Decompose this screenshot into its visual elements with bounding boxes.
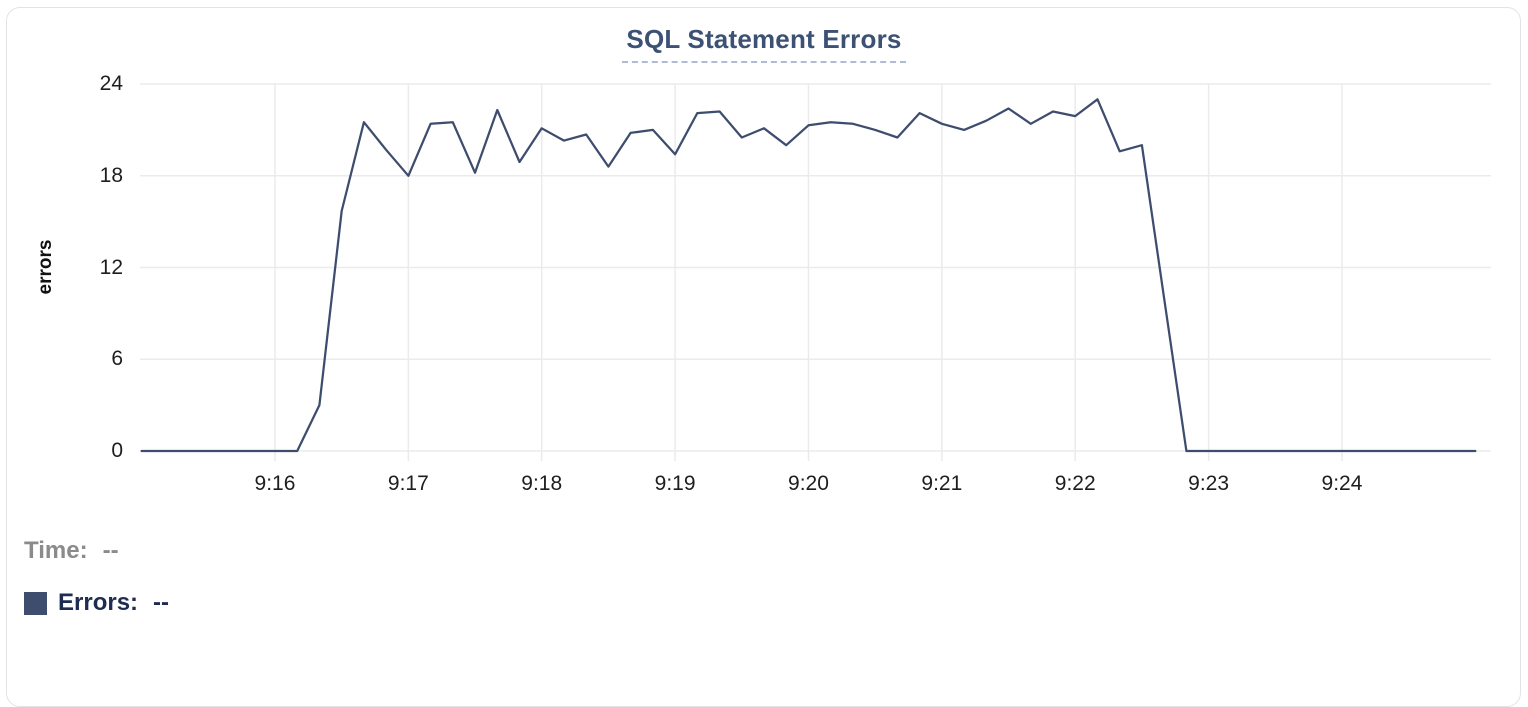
x-tick-label: 9:20 bbox=[788, 472, 829, 495]
x-tick-label: 9:22 bbox=[1054, 472, 1096, 495]
errors-series-swatch-icon bbox=[24, 591, 47, 615]
chart-card bbox=[6, 7, 1521, 707]
y-tick-label: 0 bbox=[111, 439, 123, 462]
x-tick-label: 9:17 bbox=[387, 472, 429, 495]
line-chart-plot-area[interactable] bbox=[0, 0, 1528, 512]
x-tick-label: 9:24 bbox=[1321, 472, 1363, 495]
x-tick-label: 9:21 bbox=[921, 472, 963, 495]
x-tick-label: 9:19 bbox=[654, 472, 696, 495]
x-tick-label: 9:23 bbox=[1188, 472, 1230, 495]
chart-header: SQL Statement Errors bbox=[0, 24, 1528, 63]
tooltip-time-row: Time: -- bbox=[24, 536, 119, 566]
chart-title-link[interactable]: SQL Statement Errors bbox=[622, 24, 906, 63]
y-tick-label: 6 bbox=[111, 347, 123, 371]
y-tick-label: 12 bbox=[99, 255, 123, 279]
x-tick-label: 9:16 bbox=[254, 472, 296, 495]
legend-errors-row: Errors: -- bbox=[24, 588, 169, 618]
y-axis-title: errors bbox=[35, 239, 56, 295]
legend-errors-label: Errors: bbox=[58, 589, 139, 616]
y-tick-label: 24 bbox=[99, 72, 123, 95]
tooltip-time-value: -- bbox=[102, 537, 119, 564]
y-tick-label: 18 bbox=[99, 163, 123, 187]
x-tick-label: 9:18 bbox=[521, 472, 563, 495]
tooltip-time-label: Time: bbox=[24, 537, 88, 564]
legend-errors-value: -- bbox=[153, 589, 170, 616]
errors-series-line bbox=[140, 98, 1477, 453]
